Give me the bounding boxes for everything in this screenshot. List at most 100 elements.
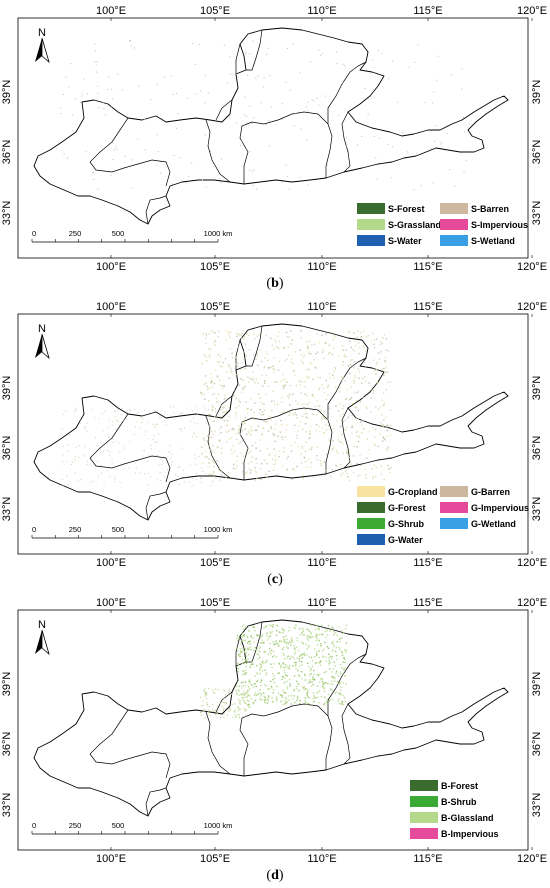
texture-dot bbox=[204, 716, 206, 719]
texture-dot bbox=[274, 463, 277, 465]
texture-dot bbox=[338, 692, 340, 695]
texture-dot bbox=[245, 655, 247, 658]
scale-label: 0 bbox=[32, 229, 36, 238]
texture-dot bbox=[257, 382, 259, 385]
texture-dot bbox=[306, 703, 308, 705]
texture-dot bbox=[292, 656, 294, 658]
texture-dot bbox=[297, 697, 299, 699]
texture-dot bbox=[139, 426, 141, 428]
north-arrow-icon: N bbox=[35, 323, 50, 360]
texture-dot bbox=[372, 476, 374, 478]
texture-dot bbox=[256, 429, 258, 431]
texture-dot bbox=[218, 434, 220, 436]
texture-dot bbox=[306, 694, 308, 696]
map-figure-d: 100°E 105°E 110°E 115°E 120°E 100°E 105°E 110°… bbox=[1, 597, 547, 865]
texture-dot bbox=[356, 391, 358, 394]
texture-dot bbox=[282, 411, 285, 413]
texture-dot bbox=[209, 473, 211, 476]
texture-dot bbox=[306, 662, 309, 664]
texture-dot bbox=[270, 410, 273, 412]
texture-dot bbox=[191, 485, 193, 487]
texture-dot bbox=[130, 45, 132, 47]
texture-dot bbox=[181, 412, 183, 414]
texture-dot bbox=[97, 188, 99, 190]
texture-dot bbox=[253, 649, 255, 652]
texture-dot bbox=[208, 474, 210, 476]
texture-dot bbox=[286, 358, 288, 360]
texture-dot bbox=[249, 429, 252, 431]
texture-dot bbox=[356, 462, 358, 465]
texture-dot bbox=[317, 459, 319, 461]
texture-dot bbox=[370, 397, 372, 400]
texture-dot bbox=[387, 381, 390, 384]
texture-dot bbox=[283, 639, 285, 641]
texture-dot bbox=[341, 433, 343, 436]
texture-dot bbox=[327, 682, 329, 685]
texture-dot bbox=[315, 633, 318, 635]
texture-dot bbox=[156, 479, 158, 481]
texture-dot bbox=[314, 635, 317, 637]
texture-dot bbox=[115, 428, 117, 430]
texture-dot bbox=[361, 424, 363, 427]
texture-dot bbox=[216, 375, 219, 377]
texture-dot bbox=[247, 463, 249, 465]
texture-dot bbox=[337, 680, 339, 683]
texture-dot bbox=[327, 385, 329, 388]
texture-dot bbox=[237, 689, 240, 691]
texture-dot bbox=[334, 386, 337, 389]
texture-dot bbox=[316, 400, 319, 402]
texture-dot bbox=[157, 150, 159, 152]
texture-dot bbox=[226, 440, 228, 443]
texture-dot bbox=[310, 633, 312, 635]
texture-dot bbox=[257, 75, 259, 77]
texture-dot bbox=[212, 331, 214, 334]
texture-dot bbox=[63, 153, 65, 155]
texture-dot bbox=[205, 332, 208, 335]
texture-dot bbox=[336, 640, 338, 643]
texture-dot bbox=[296, 434, 298, 436]
texture-dot bbox=[111, 458, 113, 460]
texture-dot bbox=[217, 460, 219, 462]
texture-dot bbox=[285, 635, 287, 637]
texture-dot bbox=[309, 681, 312, 684]
texture-dot bbox=[233, 477, 235, 479]
texture-dot bbox=[203, 710, 205, 712]
texture-dot bbox=[260, 664, 263, 666]
texture-dot bbox=[375, 363, 378, 365]
texture-dot bbox=[245, 471, 248, 473]
texture-dot bbox=[334, 368, 337, 370]
texture-dot bbox=[320, 660, 322, 662]
texture-dot bbox=[329, 377, 331, 380]
texture-dot bbox=[317, 696, 319, 699]
texture-dot bbox=[339, 403, 342, 406]
texture-dot bbox=[111, 421, 113, 423]
texture-dot bbox=[213, 415, 216, 418]
texture-dot bbox=[326, 682, 328, 684]
texture-dot bbox=[304, 700, 306, 702]
texture-dot bbox=[356, 430, 359, 432]
texture-dot bbox=[205, 456, 207, 458]
texture-dot bbox=[292, 393, 294, 396]
texture-dot bbox=[68, 434, 70, 436]
texture-dot bbox=[313, 678, 316, 680]
texture-dot bbox=[62, 454, 64, 456]
texture-dot bbox=[296, 639, 299, 642]
texture-dot bbox=[379, 344, 381, 346]
texture-dot bbox=[335, 464, 337, 466]
texture-dot bbox=[356, 144, 358, 146]
texture-dot bbox=[310, 635, 313, 638]
texture-dot bbox=[157, 455, 159, 457]
texture-dot bbox=[236, 707, 239, 709]
texture-dot bbox=[192, 43, 194, 45]
texture-dot bbox=[223, 713, 225, 715]
texture-dot bbox=[339, 648, 341, 651]
legend-label: B-Shrub bbox=[441, 797, 477, 807]
texture-dot bbox=[79, 419, 81, 421]
texture-dot bbox=[348, 150, 350, 152]
texture-dot bbox=[208, 458, 210, 460]
texture-dot bbox=[223, 44, 225, 46]
texture-dot bbox=[315, 651, 318, 653]
texture-dot bbox=[331, 650, 334, 652]
texture-dot bbox=[248, 679, 251, 681]
